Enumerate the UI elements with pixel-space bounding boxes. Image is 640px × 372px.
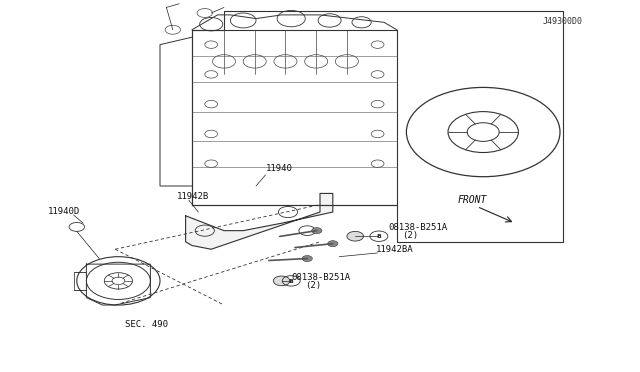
Text: 11940: 11940 bbox=[266, 164, 292, 173]
Text: 11940D: 11940D bbox=[48, 207, 80, 216]
Polygon shape bbox=[186, 193, 333, 249]
Text: B: B bbox=[376, 234, 381, 239]
Text: SEC. 490: SEC. 490 bbox=[125, 320, 168, 329]
Text: 11942B: 11942B bbox=[177, 192, 209, 201]
Text: J49300D0: J49300D0 bbox=[543, 17, 582, 26]
Text: 08138-B251A: 08138-B251A bbox=[388, 223, 447, 232]
Text: (2): (2) bbox=[305, 281, 321, 290]
Circle shape bbox=[273, 276, 290, 286]
Circle shape bbox=[347, 231, 364, 241]
Text: (2): (2) bbox=[402, 231, 418, 240]
Text: B: B bbox=[289, 279, 294, 284]
Text: 11942BA: 11942BA bbox=[376, 245, 414, 254]
Circle shape bbox=[328, 241, 338, 247]
Text: FRONT: FRONT bbox=[458, 195, 487, 205]
Circle shape bbox=[312, 228, 322, 234]
Text: 08138-B251A: 08138-B251A bbox=[291, 273, 350, 282]
Circle shape bbox=[302, 256, 312, 262]
